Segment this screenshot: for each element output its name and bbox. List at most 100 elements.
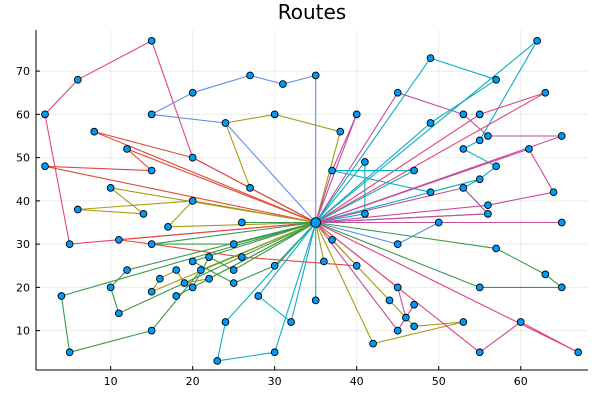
customer-point xyxy=(484,132,492,140)
customer-point xyxy=(459,184,468,192)
customer-point xyxy=(114,309,123,318)
customer-point xyxy=(492,75,500,84)
customer-point xyxy=(393,88,402,97)
route-line-31 xyxy=(315,170,481,224)
grid-lines xyxy=(36,30,588,370)
route-line-27 xyxy=(315,222,579,353)
route-line-9 xyxy=(93,131,316,224)
customer-point xyxy=(459,318,468,326)
customer-point xyxy=(188,283,197,292)
customer-point xyxy=(197,266,205,274)
customer-point xyxy=(459,145,468,153)
x-tick-label: 50 xyxy=(432,375,446,388)
customer-point xyxy=(410,166,418,175)
customer-point xyxy=(402,313,410,322)
customer-point xyxy=(484,209,492,218)
customer-point xyxy=(311,71,320,80)
route-line-15 xyxy=(60,221,316,353)
customer-point xyxy=(270,261,279,270)
customer-point xyxy=(279,80,287,88)
customer-point xyxy=(516,318,525,326)
customer-point xyxy=(180,279,189,287)
route-points xyxy=(41,36,583,365)
tick-labels: 10 20 30 40 50 60 10 20 30 40 50 60 70 xyxy=(16,65,528,388)
customer-point xyxy=(147,166,156,175)
customer-point xyxy=(106,184,115,192)
customer-point xyxy=(352,110,361,119)
customer-point xyxy=(147,36,156,45)
customer-point xyxy=(352,261,361,270)
y-tick-label: 50 xyxy=(16,152,30,165)
customer-point xyxy=(221,119,230,127)
customer-point xyxy=(459,110,468,119)
y-tick-label: 60 xyxy=(16,108,30,121)
customer-point xyxy=(213,357,222,365)
y-tick-label: 70 xyxy=(16,65,30,78)
customer-point xyxy=(238,218,246,227)
customer-point xyxy=(188,197,197,205)
x-tick-label: 60 xyxy=(514,375,528,388)
customer-point xyxy=(246,184,254,192)
x-tick-label: 40 xyxy=(350,375,364,388)
axes xyxy=(35,30,588,371)
customer-point xyxy=(65,240,74,248)
customer-point xyxy=(557,283,566,292)
y-tick-label: 20 xyxy=(16,281,30,294)
customer-point xyxy=(238,253,246,261)
customer-point xyxy=(311,296,320,305)
customer-point xyxy=(65,348,74,357)
customer-point xyxy=(188,88,197,97)
y-tick-label: 10 xyxy=(16,325,30,338)
route-line-2 xyxy=(151,74,317,223)
customer-point xyxy=(426,188,435,197)
customer-point xyxy=(139,209,148,218)
customer-point xyxy=(369,339,377,348)
customer-point xyxy=(147,110,156,119)
route-line-5 xyxy=(315,92,563,224)
customer-point xyxy=(549,188,558,197)
customer-point xyxy=(475,175,484,184)
route-line-3 xyxy=(224,113,341,223)
customer-point xyxy=(557,132,566,140)
customer-point xyxy=(393,283,402,292)
customer-point xyxy=(41,110,49,119)
customer-point xyxy=(574,348,583,357)
route-line-4 xyxy=(315,113,358,223)
customer-point xyxy=(492,162,500,171)
customer-point xyxy=(320,257,328,266)
customer-point xyxy=(205,253,213,261)
customer-point xyxy=(229,279,238,287)
customer-point xyxy=(557,218,566,227)
customer-point xyxy=(172,266,181,274)
customer-point xyxy=(73,75,82,84)
customer-point xyxy=(106,283,115,292)
customer-point xyxy=(533,36,541,45)
customer-point xyxy=(229,240,238,248)
customer-point xyxy=(525,145,533,153)
route-line-17 xyxy=(175,222,316,297)
customer-point xyxy=(410,300,418,309)
chart-title: Routes xyxy=(278,0,346,24)
customer-point xyxy=(90,127,99,136)
customer-point xyxy=(270,348,279,357)
depot-point xyxy=(310,217,321,228)
customer-point xyxy=(188,257,197,266)
customer-point xyxy=(475,110,484,119)
route-line-6 xyxy=(315,57,497,223)
customer-point xyxy=(541,88,550,97)
route-line-19 xyxy=(151,221,316,245)
customer-point xyxy=(484,201,492,210)
customer-point xyxy=(229,266,238,274)
route-line-30 xyxy=(315,161,366,224)
customer-point xyxy=(123,266,131,274)
route-line-34 xyxy=(315,187,489,224)
customer-point xyxy=(164,222,172,231)
customer-point xyxy=(475,283,484,292)
customer-point xyxy=(156,274,164,283)
x-tick-label: 30 xyxy=(268,375,282,388)
y-tick-label: 30 xyxy=(16,238,30,251)
customer-point xyxy=(147,240,156,248)
customer-point xyxy=(188,153,197,162)
customer-point xyxy=(426,119,435,127)
customer-point xyxy=(475,348,484,357)
